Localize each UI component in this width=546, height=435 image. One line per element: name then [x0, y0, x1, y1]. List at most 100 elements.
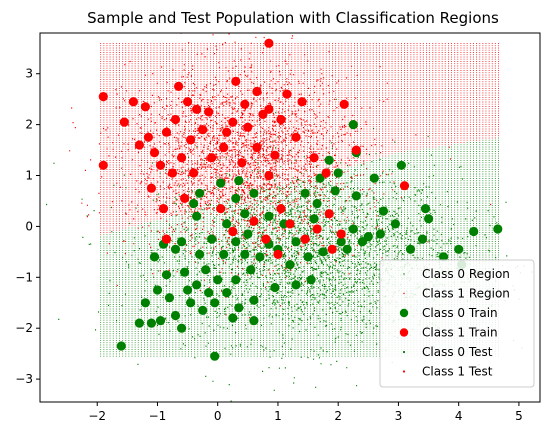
class1-train-point [282, 89, 292, 99]
class1-train-point [285, 219, 295, 229]
class1-test-dots [69, 33, 492, 319]
class0-train-point [249, 316, 259, 326]
class0-train-point [396, 160, 406, 170]
class0-train-point [417, 234, 428, 244]
class1-train-point [149, 148, 160, 158]
class1-train-point [180, 193, 190, 203]
class1-train-point [309, 153, 319, 163]
class1-train-point [192, 104, 202, 114]
class0-train-point [219, 249, 229, 259]
class0-train-point [240, 249, 250, 259]
class0-train-point [309, 214, 319, 224]
class0-train-point [228, 313, 238, 323]
axes-frame [39, 32, 541, 403]
class1-train-point [336, 229, 346, 239]
x-tick-label: 3 [395, 409, 403, 423]
class1-train-point [237, 158, 247, 168]
class0-train-point [357, 237, 367, 247]
x-tick-label: 4 [455, 409, 463, 423]
x-tick-label: 1 [274, 409, 282, 423]
class0-train-point [243, 229, 253, 239]
class1-train-point [186, 135, 196, 145]
class1-train-point [198, 125, 208, 135]
class1-train-point [167, 168, 178, 178]
class0-train-point [198, 305, 208, 315]
class1-train-point [128, 97, 138, 107]
class0-train-point [369, 173, 379, 183]
class0-train-point [342, 244, 352, 254]
legend-marker [402, 370, 406, 373]
legend-marker [399, 328, 409, 337]
class1-train-point [261, 234, 271, 244]
legend-marker [403, 292, 405, 295]
class1-train-point [170, 114, 181, 125]
class0-train-point [186, 298, 196, 308]
x-tick-label: 2 [334, 409, 342, 423]
class0-train-point [210, 351, 220, 361]
class1-train-point [228, 117, 238, 127]
class1-train-point [240, 99, 250, 109]
class0-train-point [348, 224, 358, 234]
class0-train-point [213, 275, 223, 285]
y-tick-label: −3 [15, 372, 33, 386]
class1-train-point [312, 224, 322, 234]
class0-train-point [285, 260, 295, 270]
class0-train-point [161, 270, 172, 280]
class1-train-point [276, 114, 286, 125]
legend-label: Class 1 Test [422, 365, 493, 379]
class1-train-point [339, 99, 349, 109]
class1-train-point [321, 168, 331, 178]
class1-train-point [252, 142, 262, 153]
train-layer [98, 38, 503, 361]
class1-train-point [189, 168, 199, 178]
class0-train-point [164, 293, 175, 303]
class0-train-point [264, 211, 274, 221]
class0-train-point [420, 204, 431, 214]
y-axis: −3 −2 −1 0 1 2 3 [15, 67, 40, 386]
class1-region-dots [100, 43, 499, 236]
class0-train-point [454, 244, 464, 254]
class0-train-point [177, 323, 187, 333]
class0-train-point [439, 252, 449, 262]
class0-train-point [170, 244, 181, 254]
class0-train-point [140, 298, 150, 308]
legend-label: Class 0 Train [422, 306, 498, 320]
y-tick-label: −1 [15, 270, 33, 284]
class0-train-point [231, 275, 241, 285]
class1-train-point [98, 92, 108, 102]
class0-train-point [192, 211, 202, 221]
legend-marker [403, 273, 405, 275]
class1-train-point [207, 153, 217, 163]
class1-train-point [351, 145, 361, 155]
class0-train-point [234, 303, 244, 313]
class0-train-point [390, 219, 400, 229]
y-tick-label: 1 [25, 169, 33, 183]
class1-train-point [140, 102, 150, 112]
class0-train-point [270, 282, 280, 293]
legend-marker [402, 350, 406, 354]
class0-train-point [240, 209, 250, 219]
class1-train-point [119, 117, 129, 127]
class0-train-point [249, 188, 259, 198]
class0-train-point [146, 318, 156, 328]
class0-train-point [222, 288, 232, 298]
x-axis: −2 −1 0 1 2 3 4 5 [88, 402, 523, 423]
class0-train-point [149, 252, 160, 262]
plot-area [46, 33, 533, 402]
class0-train-point [183, 285, 193, 295]
class0-train-point [348, 120, 358, 130]
class0-train-point [300, 188, 310, 198]
class1-train-point [134, 140, 144, 150]
legend-label: Class 1 Region [422, 287, 510, 301]
class1-train-point [264, 104, 274, 114]
class1-train-point [276, 204, 286, 214]
class0-train-point [246, 265, 256, 275]
class1-train-point [174, 81, 184, 91]
class0-train-point [291, 280, 301, 290]
class1-train-point [270, 150, 280, 160]
class0-train-point [155, 316, 166, 326]
class0-train-point [210, 298, 220, 308]
class1-train-point [264, 38, 274, 48]
class1-train-point [228, 226, 238, 237]
